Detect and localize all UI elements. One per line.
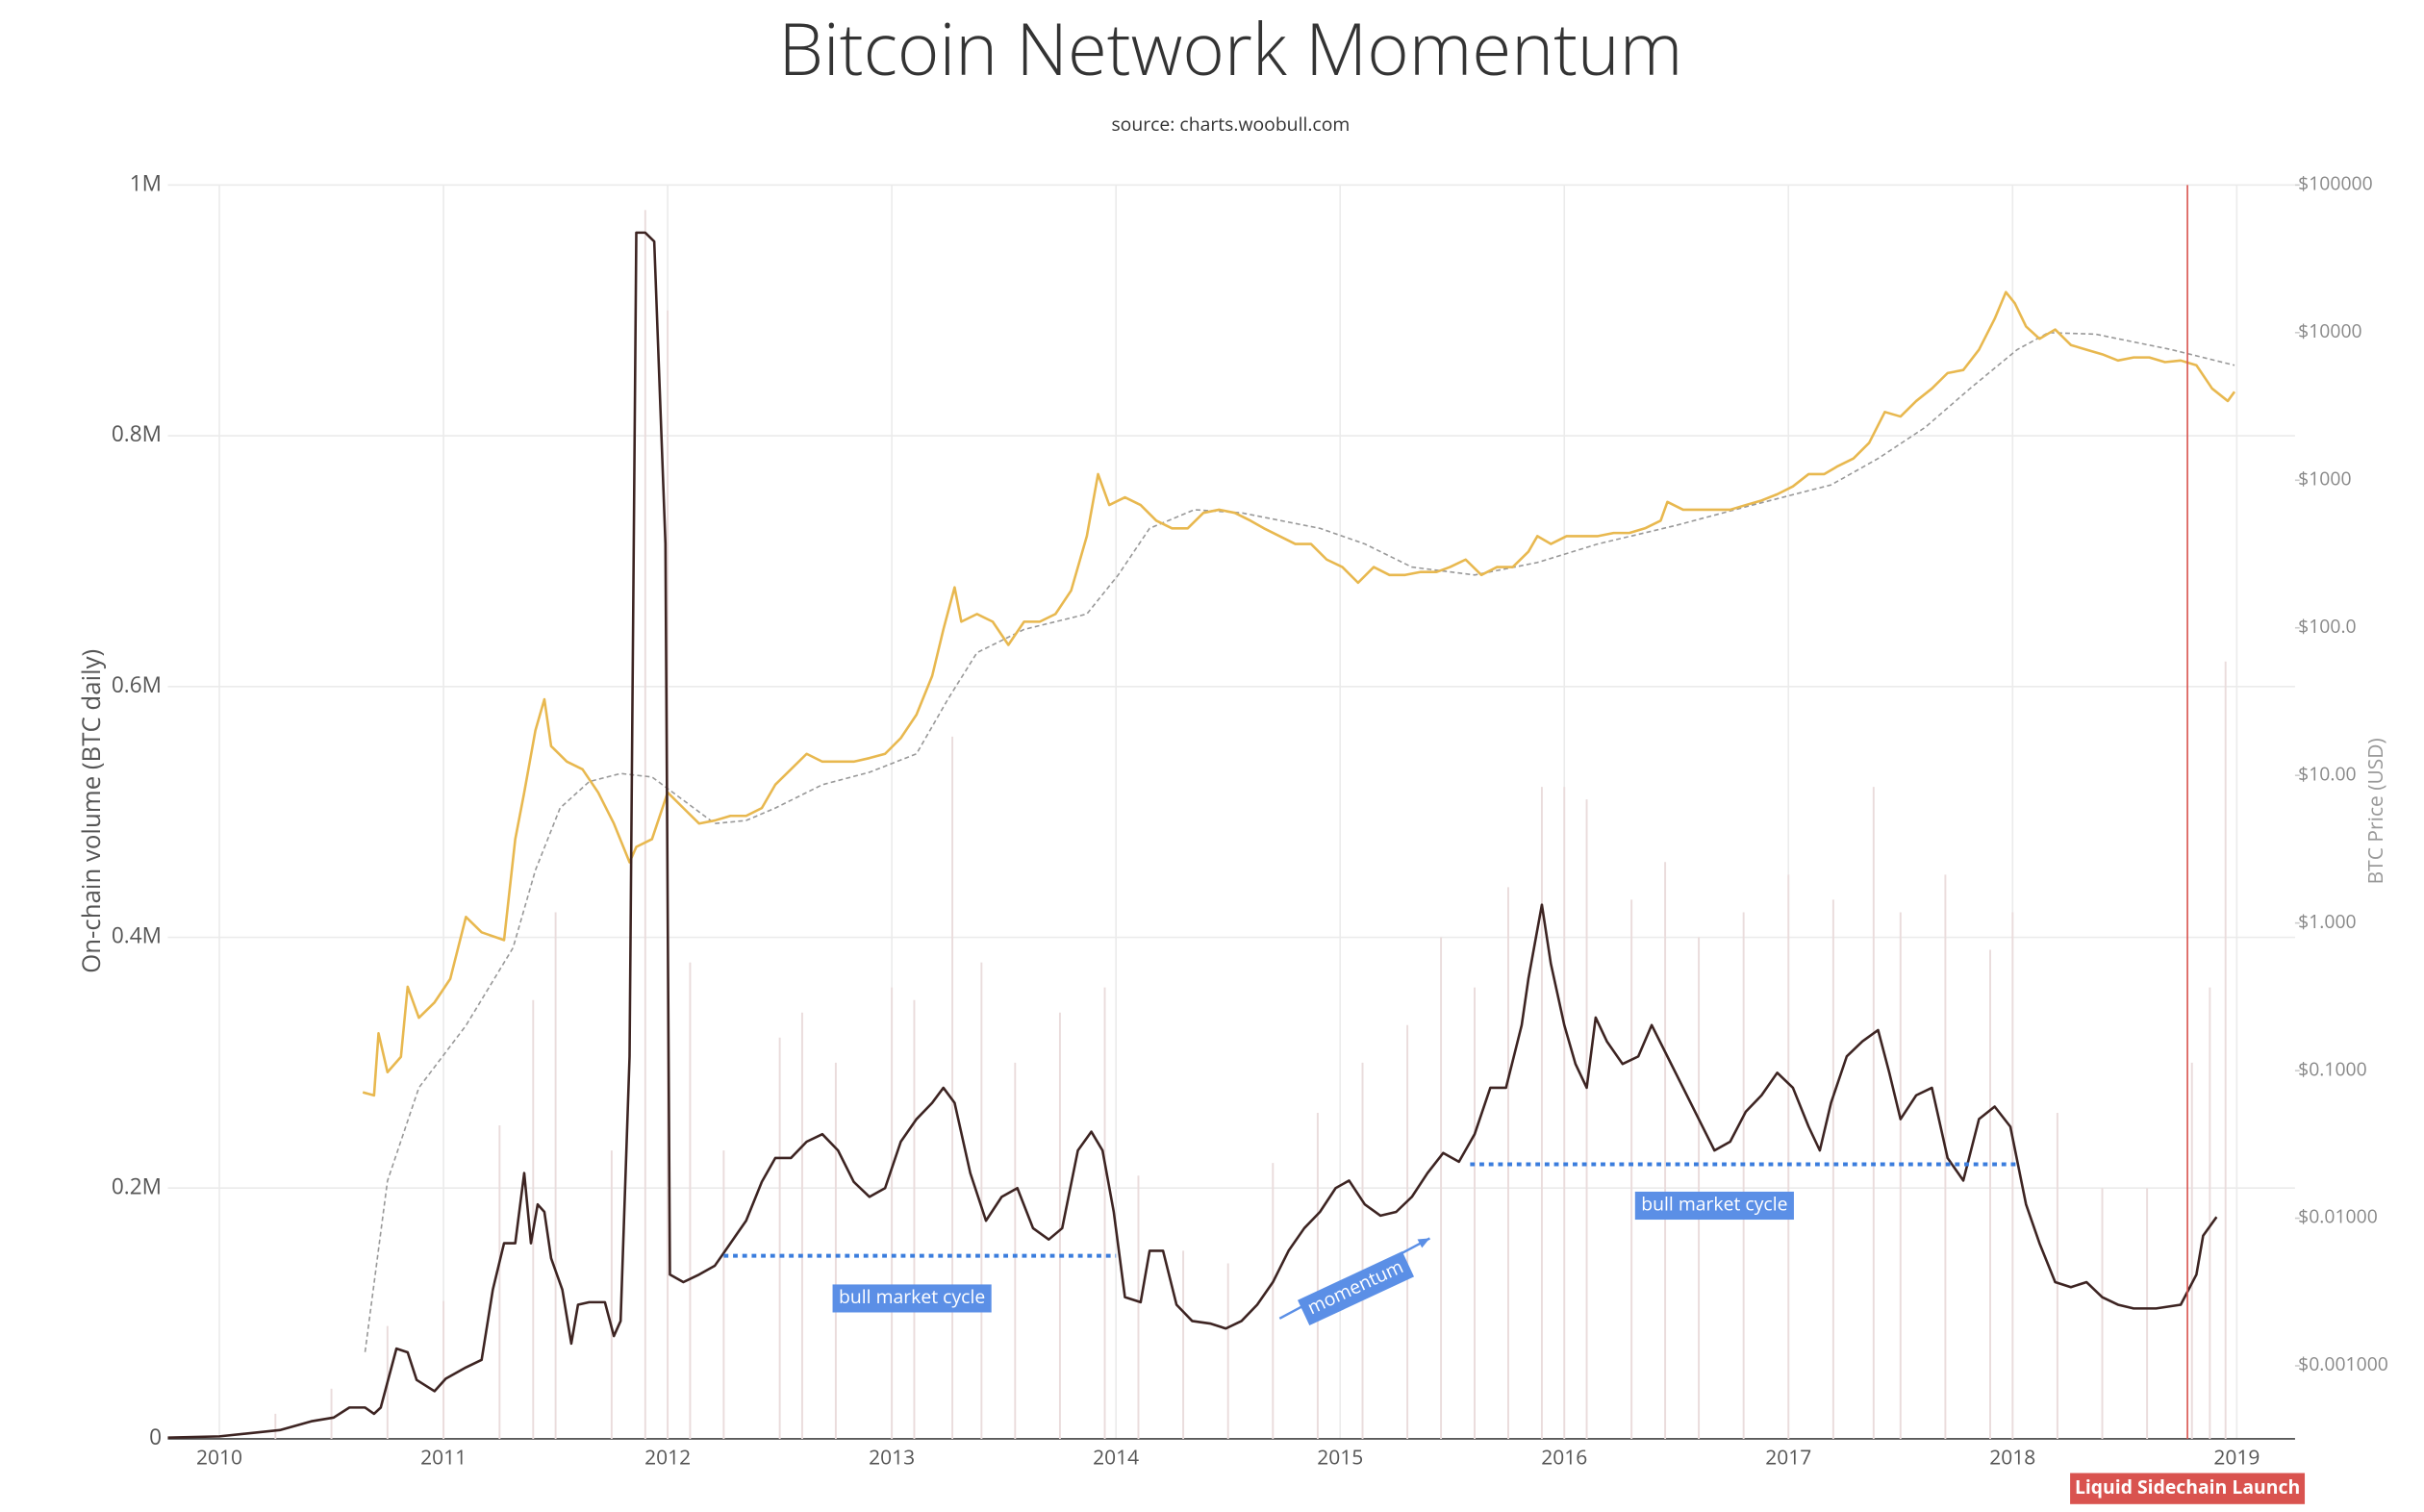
annotation: bull market cycle xyxy=(1634,1191,1794,1221)
y-axis-title: On-chain volume (BTC daily) xyxy=(73,649,108,973)
y-tick-label: 0.2M xyxy=(112,1171,162,1200)
x-tick-label: 2010 xyxy=(196,1445,242,1472)
series-line xyxy=(362,290,2236,1097)
chart-subtitle: source: charts.woobull.com xyxy=(1111,111,1350,137)
annotation-label: bull market cycle xyxy=(839,1283,985,1309)
y2-tick-label: $0.01000 xyxy=(2298,1203,2378,1229)
annotation-label: bull market cycle xyxy=(1641,1191,1787,1217)
y-tick-label: 1M xyxy=(130,167,162,197)
x-tick-label: 2018 xyxy=(1989,1445,2035,1472)
x-tick-label: 2014 xyxy=(1093,1445,1139,1472)
y2-tick-label: $10.00 xyxy=(2298,760,2356,786)
x-tick-label: 2016 xyxy=(1541,1445,1587,1472)
x-tick-label: 2011 xyxy=(420,1445,467,1472)
event-label: Liquid Sidechain Launch xyxy=(2075,1474,2300,1499)
annotation: bull market cycle xyxy=(832,1283,992,1313)
y-tick-label: 0.4M xyxy=(112,920,162,950)
chart-title: Bitcoin Network Momentum xyxy=(778,0,1682,96)
arrow-head xyxy=(1417,1238,1430,1248)
x-tick-label: 2017 xyxy=(1765,1445,1811,1472)
y-tick-label: 0.6M xyxy=(112,669,162,699)
annotation-box xyxy=(832,1284,992,1313)
y2-tick-label: $1.000 xyxy=(2298,908,2356,934)
x-tick-label: 2012 xyxy=(644,1445,691,1472)
annotation-box xyxy=(1634,1191,1794,1221)
y2-tick-label: $100.0 xyxy=(2298,613,2356,639)
y2-tick-label: $100000 xyxy=(2298,170,2373,196)
x-tick-label: 2015 xyxy=(1317,1445,1363,1472)
y2-axis-title: BTC Price (USD) xyxy=(2362,738,2389,884)
x-tick-label: 2013 xyxy=(869,1445,915,1472)
y-tick-label: 0.8M xyxy=(112,418,162,448)
moving-average-line xyxy=(364,331,2235,1352)
y2-tick-label: $10000 xyxy=(2298,317,2361,343)
series-line xyxy=(167,231,2218,1439)
y-tick-label: 0 xyxy=(149,1422,162,1451)
event-label-box xyxy=(2070,1473,2306,1504)
y2-tick-label: $0.1000 xyxy=(2298,1055,2367,1081)
y2-tick-label: $1000 xyxy=(2298,465,2351,491)
annotation: momentum xyxy=(1298,1251,1415,1326)
annotation-box xyxy=(1298,1251,1415,1326)
x-tick-label: 2019 xyxy=(2213,1445,2260,1472)
y2-tick-label: $0.001000 xyxy=(2298,1350,2388,1376)
